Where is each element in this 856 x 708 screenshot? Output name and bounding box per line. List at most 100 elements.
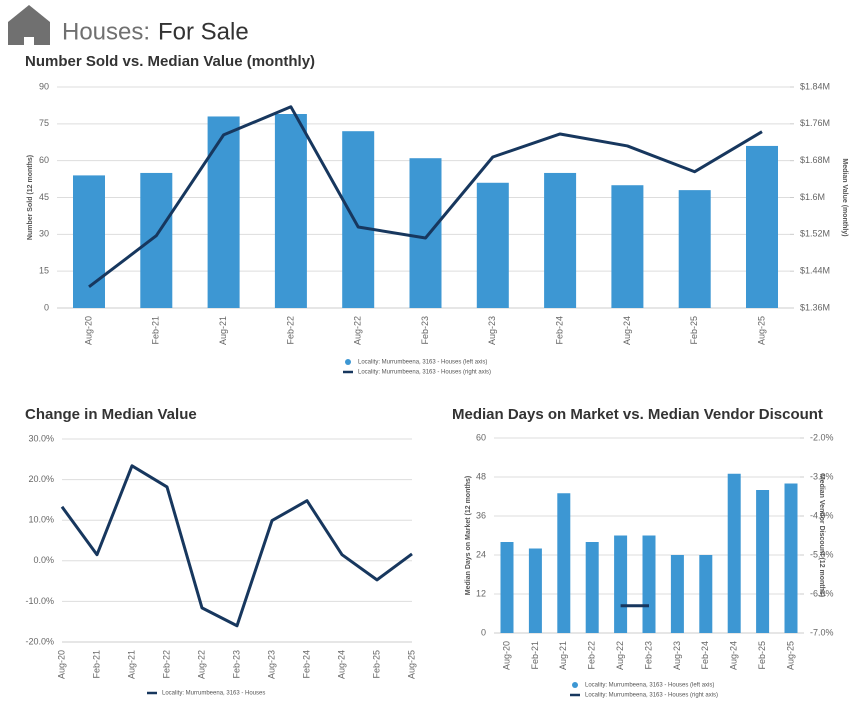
y-tick-label: 0.0% bbox=[33, 555, 54, 565]
bar bbox=[727, 473, 741, 633]
y-tick-label: 10.0% bbox=[28, 515, 54, 525]
x-tick-label: Feb-25 bbox=[757, 641, 767, 670]
y-tick-label: 20.0% bbox=[28, 474, 54, 484]
legend-label: Locality: Murrumbeena, 3163 - Houses bbox=[162, 691, 265, 697]
bar bbox=[274, 114, 307, 308]
y-tick-label: 90 bbox=[39, 81, 49, 91]
bar bbox=[544, 172, 577, 308]
y2-tick-label: -5.0% bbox=[810, 549, 834, 559]
y-tick-label: 0 bbox=[481, 627, 486, 637]
y2-tick-label: $1.84M bbox=[800, 81, 830, 91]
y2-tick-label: -7.0% bbox=[810, 627, 834, 637]
y-axis-label: Median Days on Market (12 months) bbox=[465, 476, 472, 595]
x-tick-label: Aug-22 bbox=[196, 650, 206, 679]
x-tick-label: Aug-23 bbox=[487, 316, 497, 345]
legend-marker bbox=[572, 682, 578, 688]
y2-axis-label: Median Vendor Discount (12 months) bbox=[818, 474, 825, 597]
y2-tick-label: -6.0% bbox=[810, 588, 834, 598]
x-tick-label: Feb-22 bbox=[285, 316, 295, 345]
bar bbox=[207, 116, 240, 308]
bar bbox=[528, 548, 542, 633]
bar bbox=[585, 542, 599, 633]
y-tick-label: 30 bbox=[39, 229, 49, 239]
y2-tick-label: -4.0% bbox=[810, 510, 834, 520]
y-tick-label: 36 bbox=[476, 510, 486, 520]
y-tick-label: -10.0% bbox=[25, 596, 54, 606]
bar bbox=[678, 190, 711, 308]
bar bbox=[699, 555, 713, 633]
bar bbox=[746, 145, 778, 308]
line bbox=[60, 464, 413, 628]
y-tick-label: 24 bbox=[476, 549, 486, 559]
header-title: For Sale bbox=[158, 18, 249, 45]
y2-tick-label: -3.0% bbox=[810, 471, 834, 481]
x-tick-label: Aug-24 bbox=[336, 650, 346, 679]
y-tick-label: 0 bbox=[44, 302, 49, 312]
bar bbox=[557, 493, 571, 633]
bar bbox=[476, 182, 509, 308]
bar bbox=[409, 158, 442, 308]
y2-tick-label: $1.44M bbox=[800, 266, 830, 276]
x-tick-label: Feb-25 bbox=[371, 650, 381, 679]
y-tick-label: 15 bbox=[39, 266, 49, 276]
bar bbox=[140, 172, 173, 308]
legend-label: Locality: Murrumbeena, 3163 - Houses (ri… bbox=[585, 693, 718, 699]
x-tick-label: Feb-24 bbox=[301, 650, 311, 679]
x-tick-label: Feb-22 bbox=[161, 650, 171, 679]
legend-label: Locality: Murrumbeena, 3163 - Houses (le… bbox=[585, 683, 714, 689]
y2-tick-label: $1.36M bbox=[800, 302, 830, 312]
y2-tick-label: -2.0% bbox=[810, 432, 834, 442]
x-tick-label: Aug-23 bbox=[266, 650, 276, 679]
x-tick-label: Aug-21 bbox=[126, 650, 136, 679]
x-tick-label: Feb-24 bbox=[700, 641, 710, 670]
y-tick-label: -20.0% bbox=[25, 636, 54, 646]
chart-title: Change in Median Value bbox=[25, 406, 197, 423]
bar bbox=[784, 483, 798, 633]
chart-title: Median Days on Market vs. Median Vendor … bbox=[452, 406, 823, 423]
x-tick-label: Aug-25 bbox=[756, 316, 766, 345]
y-tick-label: 48 bbox=[476, 471, 486, 481]
y2-tick-label: $1.52M bbox=[800, 229, 830, 239]
y-tick-label: 30.0% bbox=[28, 433, 54, 443]
x-tick-label: Feb-24 bbox=[554, 316, 564, 345]
line bbox=[88, 105, 763, 289]
bar bbox=[73, 175, 105, 308]
legend-marker bbox=[345, 359, 351, 365]
x-tick-label: Feb-22 bbox=[587, 641, 597, 670]
y2-axis-label: Median Value (monthly) bbox=[841, 158, 848, 236]
x-tick-label: Feb-23 bbox=[420, 316, 430, 345]
bar bbox=[342, 131, 375, 308]
x-tick-label: Feb-23 bbox=[231, 650, 241, 679]
x-tick-label: Feb-23 bbox=[643, 641, 653, 670]
y-axis-label: Number Sold (12 months) bbox=[27, 155, 34, 240]
x-tick-label: Aug-21 bbox=[218, 316, 228, 345]
x-tick-label: Aug-20 bbox=[501, 641, 511, 670]
header-prefix: Houses: bbox=[62, 18, 150, 45]
x-tick-label: Aug-22 bbox=[353, 316, 363, 345]
x-tick-label: Aug-24 bbox=[729, 641, 739, 670]
bar bbox=[670, 555, 684, 633]
x-tick-label: Aug-20 bbox=[83, 316, 93, 345]
chart-title: Number Sold vs. Median Value (monthly) bbox=[25, 53, 315, 70]
x-tick-label: Aug-25 bbox=[785, 641, 795, 670]
x-tick-label: Aug-24 bbox=[622, 316, 632, 345]
y-tick-label: 75 bbox=[39, 118, 49, 128]
x-tick-label: Feb-21 bbox=[91, 650, 101, 679]
y-tick-label: 45 bbox=[39, 192, 49, 202]
y2-tick-label: $1.6M bbox=[800, 192, 825, 202]
bar bbox=[500, 542, 514, 633]
house-icon bbox=[8, 5, 50, 45]
y-tick-label: 12 bbox=[476, 588, 486, 598]
bar bbox=[611, 185, 644, 308]
x-tick-label: Aug-25 bbox=[406, 650, 416, 679]
x-tick-label: Aug-23 bbox=[672, 641, 682, 670]
y2-tick-label: $1.76M bbox=[800, 118, 830, 128]
y-tick-label: 60 bbox=[39, 155, 49, 165]
x-tick-label: Feb-21 bbox=[530, 641, 540, 670]
y2-tick-label: $1.68M bbox=[800, 155, 830, 165]
bar bbox=[756, 490, 770, 633]
bar bbox=[642, 535, 656, 633]
legend-label: Locality: Murrumbeena, 3163 - Houses (ri… bbox=[358, 370, 491, 376]
legend-label: Locality: Murrumbeena, 3163 - Houses (le… bbox=[358, 360, 487, 366]
bar bbox=[614, 535, 628, 633]
